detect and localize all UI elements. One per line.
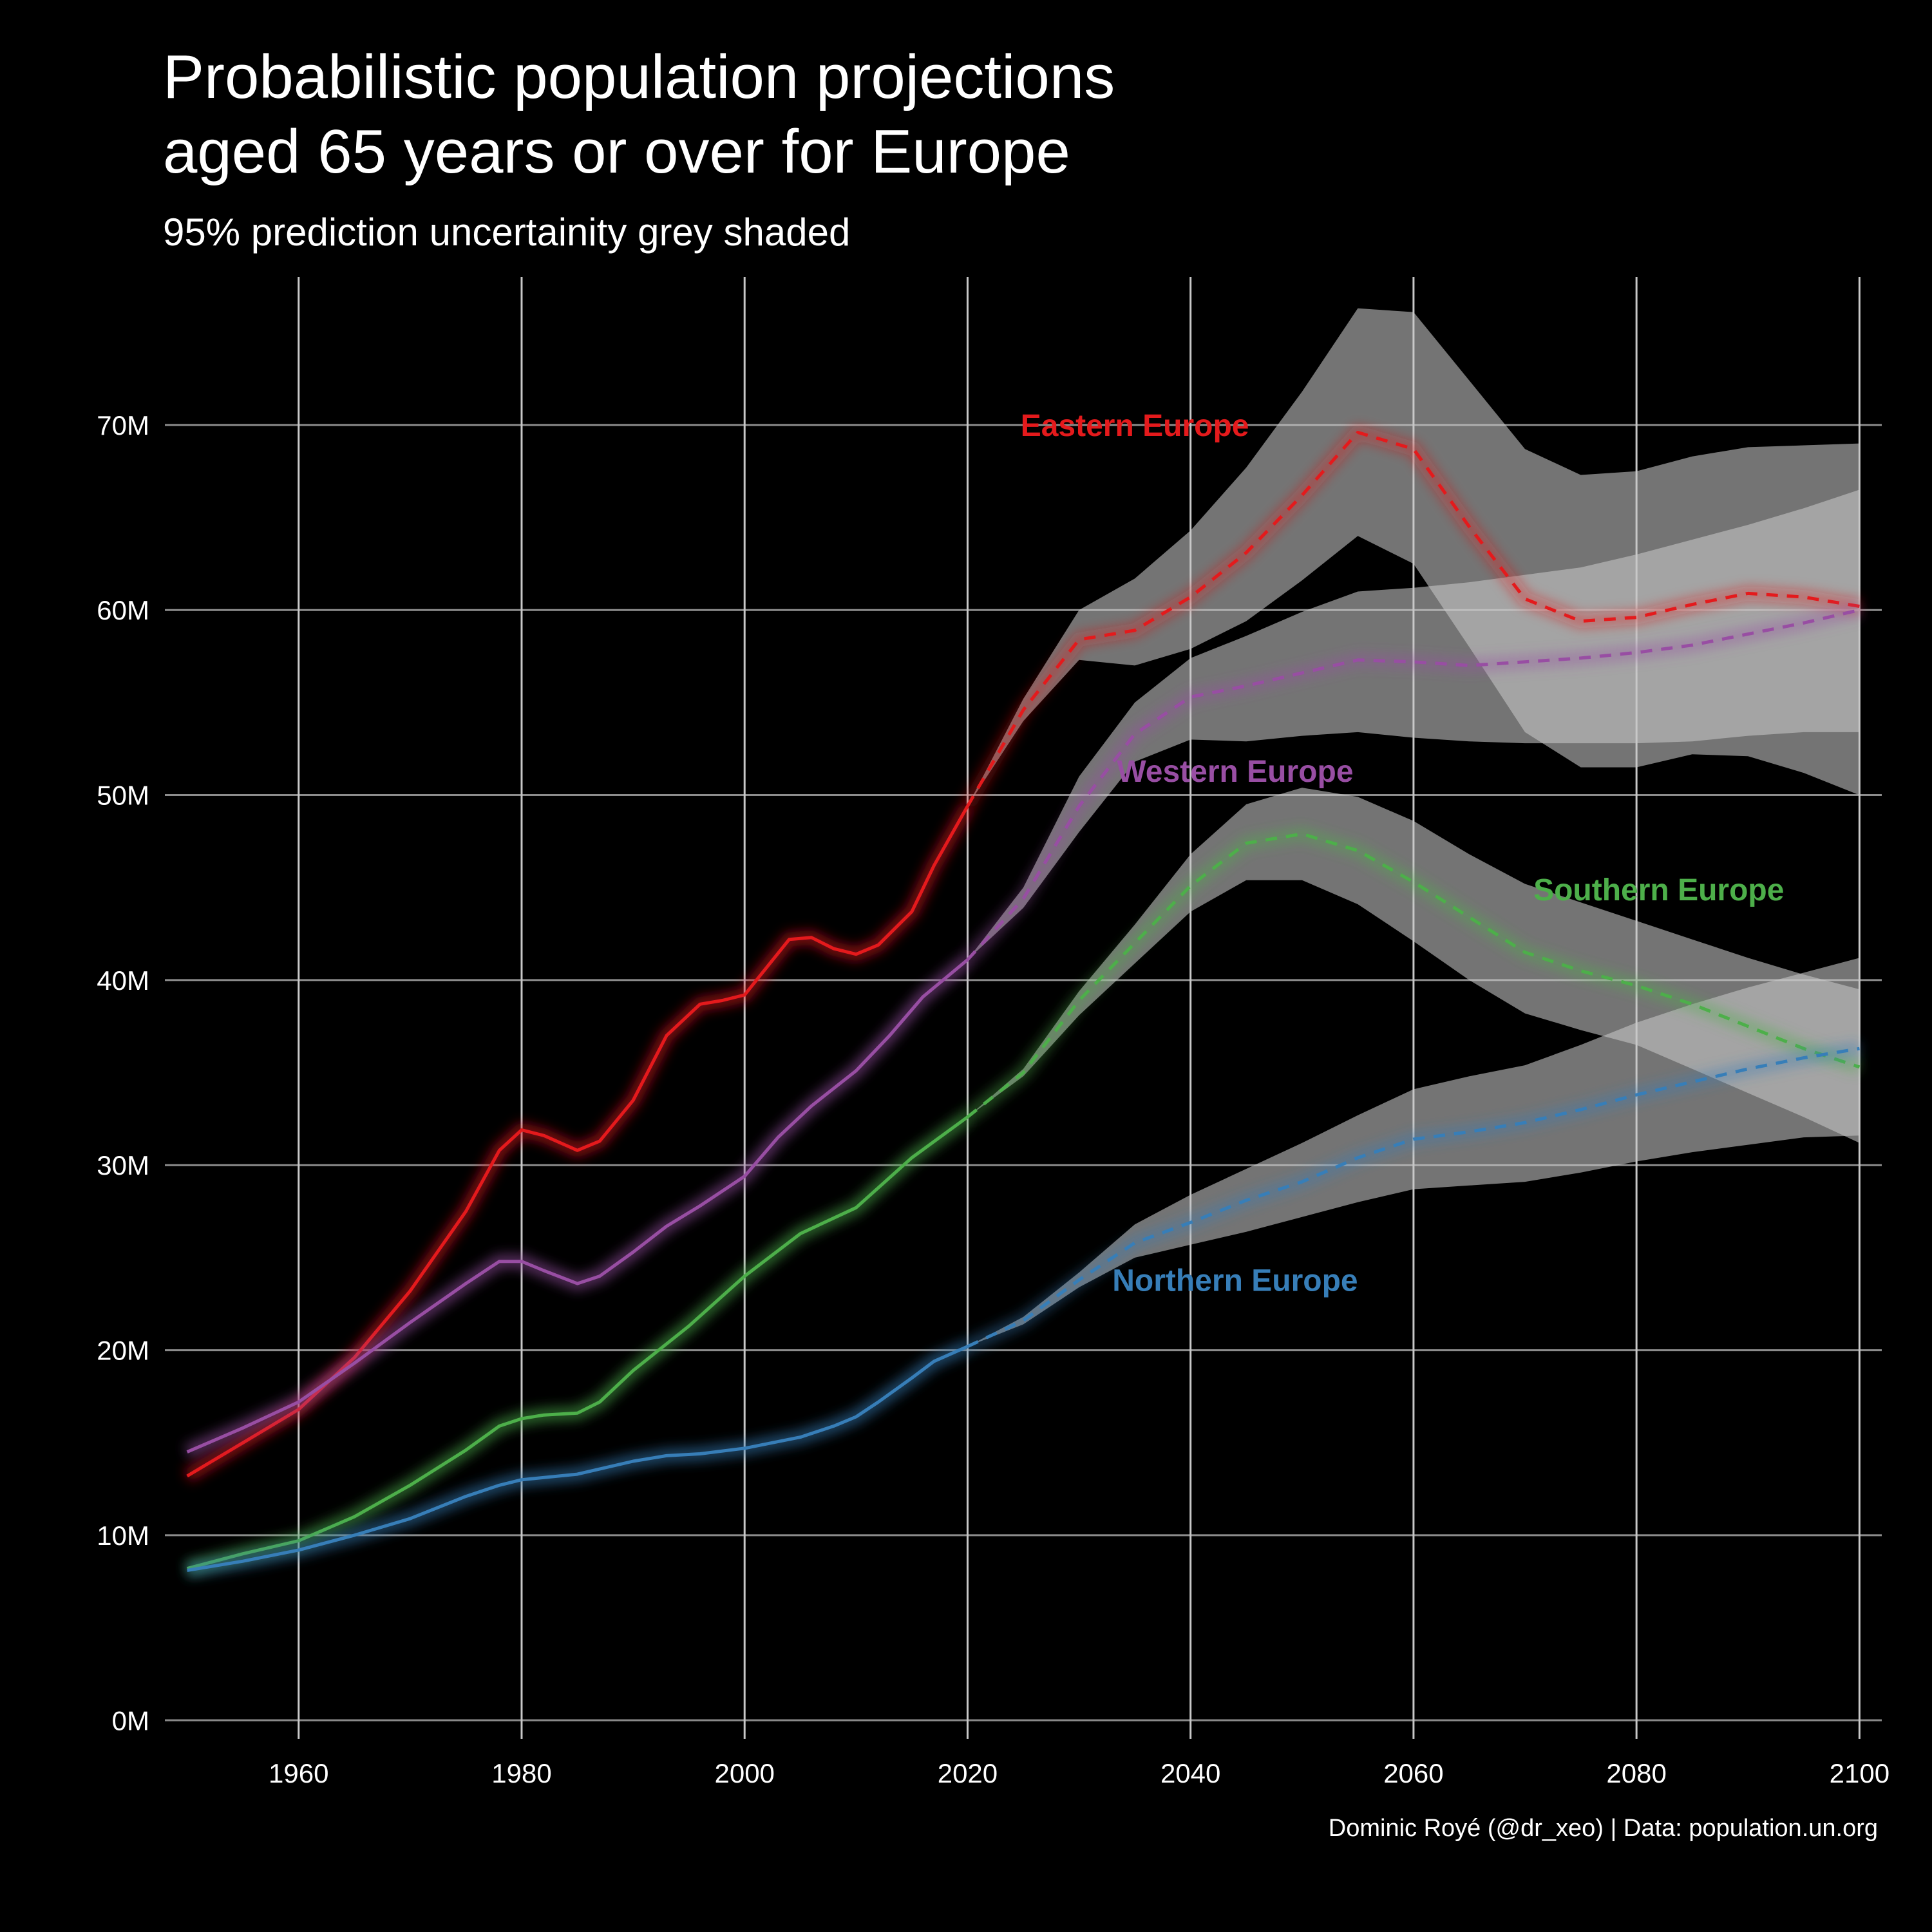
series-line-historic — [186, 805, 969, 1478]
y-tick-label: 30M — [97, 1150, 149, 1180]
x-tick-label: 1980 — [491, 1758, 551, 1788]
x-tick-label: 2080 — [1606, 1758, 1666, 1788]
x-tick-label: 2100 — [1830, 1758, 1889, 1788]
series-line-projection — [966, 832, 1861, 1119]
region-label: Southern Europe — [1533, 873, 1784, 907]
series-line-projection — [966, 430, 1860, 808]
region-labels: Eastern Europe Western Europe Southern Eur… — [1021, 409, 1785, 1298]
x-tick-label: 2040 — [1160, 1758, 1220, 1788]
series-glow — [185, 1111, 972, 1576]
uncertainty-bands — [967, 308, 1860, 1347]
series-line-projection — [967, 1046, 1860, 1349]
region-label: Western Europe — [1117, 755, 1353, 789]
uncertainty-band — [967, 489, 1860, 960]
axis-labels: 0M 10M 20M 30M 40M 50M 60M 70M 1960 1980 2000 2020 2… — [97, 410, 1889, 1788]
y-tick-label: 10M — [97, 1520, 149, 1551]
uncertainty-band — [967, 788, 1860, 1143]
x-tick-label: 1960 — [269, 1758, 328, 1788]
series-line-historic — [186, 958, 969, 1454]
y-tick-label: 40M — [97, 965, 149, 996]
series-glow — [183, 802, 974, 1482]
x-tick-label: 2020 — [938, 1758, 998, 1788]
region-label: Northern Europe — [1112, 1264, 1358, 1298]
source-caption: Dominic Royé (@dr_xeo) | Data: populatio… — [1328, 1815, 1878, 1842]
x-tick-label: 2000 — [714, 1758, 774, 1788]
y-tick-label: 70M — [97, 410, 149, 440]
series-lines — [183, 425, 1862, 1578]
y-tick-label: 20M — [97, 1336, 149, 1366]
x-tick-label: 2060 — [1383, 1758, 1443, 1788]
y-tick-label: 60M — [97, 595, 149, 625]
series-line-projection — [966, 608, 1860, 961]
y-tick-label: 50M — [97, 781, 149, 811]
chart-title: Probabilistic population projections age… — [163, 43, 1115, 186]
y-tick-label: 0M — [112, 1705, 149, 1736]
chart-subtitle: 95% prediction uncertainity grey shaded — [163, 211, 851, 254]
uncertainty-band — [967, 958, 1860, 1347]
region-label: Eastern Europe — [1021, 409, 1249, 443]
series-line-historic — [187, 1345, 969, 1572]
series-line-historic — [186, 1115, 969, 1571]
